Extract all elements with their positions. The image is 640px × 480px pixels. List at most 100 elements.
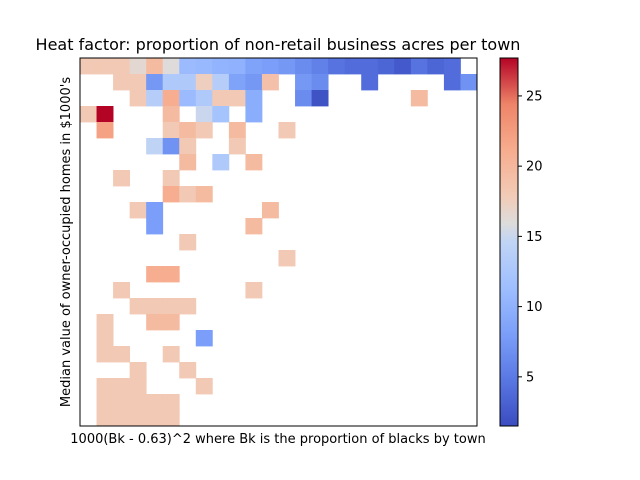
heatmap-cell: [228, 138, 246, 155]
heatmap-cell: [195, 106, 213, 123]
heatmap-cell: [179, 138, 197, 155]
heatmap-cell: [96, 394, 114, 411]
heatmap-cell: [261, 202, 279, 219]
heatmap-cell: [212, 154, 230, 171]
heatmap-cell: [129, 410, 147, 427]
heatmap-cell: [179, 122, 197, 139]
heatmap-cell: [96, 58, 114, 75]
heatmap-cell: [311, 74, 329, 91]
heatmap-cell: [195, 186, 213, 203]
colorbar: [499, 57, 519, 427]
heatmap-cell: [146, 202, 164, 219]
heatmap-cell: [245, 106, 263, 123]
heatmap-cell: [410, 58, 428, 75]
heatmap-cell: [129, 58, 147, 75]
heatmap-cell: [96, 410, 114, 427]
heatmap-cell: [129, 298, 147, 315]
heatmap-cell: [162, 74, 180, 91]
heatmap-cell: [129, 378, 147, 395]
heatmap-cell: [96, 122, 114, 139]
heatmap-cell: [146, 314, 164, 331]
heatmap-cell: [460, 74, 478, 91]
heatmap-cell: [113, 74, 131, 91]
heatmap-cell: [162, 186, 180, 203]
heatmap-cell: [179, 234, 197, 251]
x-axis-label: 1000(Bk - 0.63)^2 where Bk is the propor…: [70, 432, 485, 447]
heatmap-cell: [328, 58, 346, 75]
heatmap-cell: [361, 74, 379, 91]
colorbar-tick-label: 5: [526, 370, 534, 385]
heatmap-cell: [179, 362, 197, 379]
heatmap-cell: [162, 394, 180, 411]
heatmap-cell: [245, 218, 263, 235]
heatmap-cell: [146, 298, 164, 315]
heatmap-cell: [113, 410, 131, 427]
heatmap-cell: [80, 106, 97, 123]
heatmap-cell: [162, 90, 180, 107]
heatmap-cell: [146, 138, 164, 155]
heatmap-cell: [311, 90, 329, 107]
heatmap-cell: [162, 138, 180, 155]
heatmap-cell: [162, 170, 180, 187]
heatmap-cell: [410, 90, 428, 107]
heatmap-cell: [96, 378, 114, 395]
colorbar-tick-label: 15: [526, 230, 543, 245]
heatmap-cell: [195, 330, 213, 347]
heatmap-cell: [228, 90, 246, 107]
heatmap-cell: [129, 362, 147, 379]
heatmap-cell: [427, 58, 445, 75]
heatmap-cell: [195, 74, 213, 91]
heatmap-cell: [245, 74, 263, 91]
heatmap-cell: [162, 314, 180, 331]
heatmap-cell: [443, 74, 461, 91]
heatmap-cell: [179, 74, 197, 91]
heatmap-cell: [245, 154, 263, 171]
heatmap-cell: [113, 346, 131, 363]
heatmap-cell: [179, 58, 197, 75]
heatmap-cell: [146, 266, 164, 283]
colorbar-ticks: 5 10 15 20 25: [518, 89, 543, 385]
heatmap-cell: [162, 106, 180, 123]
heatmap-cell: [212, 74, 230, 91]
heatmap-cell: [162, 346, 180, 363]
heatmap-cell: [80, 58, 97, 75]
heatmap-cell: [162, 122, 180, 139]
heatmap-cell: [344, 58, 362, 75]
plot-frame: [79, 57, 478, 427]
heatmap-cell: [295, 74, 312, 91]
heatmap-cell: [113, 282, 131, 299]
heatmap-cell: [195, 58, 213, 75]
heatmap-cell: [212, 58, 230, 75]
heatmap-cell: [228, 58, 246, 75]
heatmap-cell: [146, 58, 164, 75]
heatmap-cell: [129, 202, 147, 219]
heatmap-cell: [96, 330, 114, 347]
heatmap-cell: [278, 58, 296, 75]
heatmap-cell: [295, 58, 312, 75]
heatmap-cell: [146, 410, 164, 427]
heatmap-cell: [129, 394, 147, 411]
heatmap-cell: [295, 90, 312, 107]
colorbar-tick-label: 10: [526, 300, 543, 315]
colorbar-tick-label: 25: [526, 89, 543, 104]
heatmap-cell: [113, 394, 131, 411]
heatmap-cell: [212, 106, 230, 123]
heatmap-cell: [113, 378, 131, 395]
heatmap-cell: [162, 410, 180, 427]
chart-title: Heat factor: proportion of non-retail bu…: [36, 35, 521, 54]
heatmap-cell: [96, 346, 114, 363]
heatmap-cell: [146, 394, 164, 411]
y-axis-label: Median value of owner-occupied homes in …: [59, 77, 74, 407]
heatmap-cell: [96, 314, 114, 331]
heatmap-cell: [311, 58, 329, 75]
heatmap-cell: [146, 74, 164, 91]
heatmap-cell: [245, 90, 263, 107]
heatmap-cell: [195, 122, 213, 139]
heatmap-cell: [212, 90, 230, 107]
heatmap-cell: [179, 90, 197, 107]
heatmap-cell: [261, 74, 279, 91]
heatmap-cell: [113, 170, 131, 187]
heatmap-cell: [245, 58, 263, 75]
heatmap-cell: [162, 58, 180, 75]
